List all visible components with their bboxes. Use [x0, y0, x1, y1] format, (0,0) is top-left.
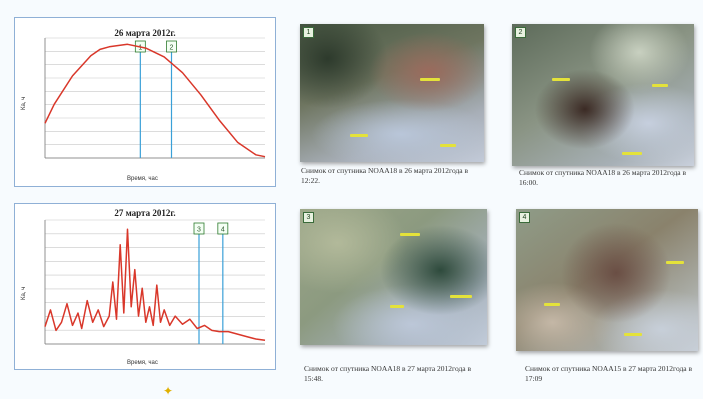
- satellite-image-3: 3: [300, 209, 487, 345]
- image-caption-3: Снимок от спутника NOAA18 в 27 марта 201…: [304, 364, 472, 383]
- place-label: [552, 78, 570, 81]
- image-caption-1: Снимок от спутника NOAA18 в 26 марта 201…: [301, 166, 469, 185]
- series-line: [44, 228, 266, 342]
- image-caption-2: Снимок от спутника NOAA18 в 26 марта 201…: [519, 168, 687, 187]
- chart-title: 27 марта 2012г.: [114, 208, 176, 218]
- marker-label: 1: [138, 45, 142, 52]
- place-label: [544, 303, 560, 306]
- image-number: 2: [515, 27, 526, 38]
- marker-label: 2: [170, 45, 174, 52]
- image-caption-4: Снимок от спутника NOAA15 в 27 марта 201…: [525, 364, 693, 383]
- star-icon: ✦: [163, 384, 174, 398]
- place-label: [420, 78, 440, 81]
- series-line: [44, 43, 266, 158]
- place-label: [350, 134, 368, 137]
- satellite-image-1: 1: [300, 24, 484, 162]
- y-axis-label: Ка, ч: [21, 286, 27, 300]
- place-label: [440, 144, 456, 147]
- place-label: [390, 305, 404, 308]
- place-label: [400, 233, 420, 236]
- marker-box: [166, 40, 177, 53]
- place-label: [622, 152, 642, 155]
- marker-label: 3: [197, 227, 201, 234]
- image-number: 1: [303, 27, 314, 38]
- satellite-image-4: 4: [516, 209, 698, 351]
- place-label: [666, 261, 684, 264]
- x-axis-label: Время, час: [127, 360, 158, 366]
- satellite-image-2: 2: [512, 24, 694, 166]
- image-number: 4: [519, 212, 530, 223]
- chart-title: 26 марта 2012г.: [114, 28, 176, 38]
- marker-box: [193, 222, 205, 235]
- marker-box: [217, 222, 229, 235]
- x-axis-label: Время, час: [127, 176, 158, 182]
- place-label: [652, 84, 668, 87]
- image-number: 3: [303, 212, 314, 223]
- place-label: [624, 333, 642, 336]
- y-axis-label: Ка, ч: [21, 96, 27, 110]
- marker-label: 4: [221, 227, 225, 234]
- place-label: [450, 295, 472, 298]
